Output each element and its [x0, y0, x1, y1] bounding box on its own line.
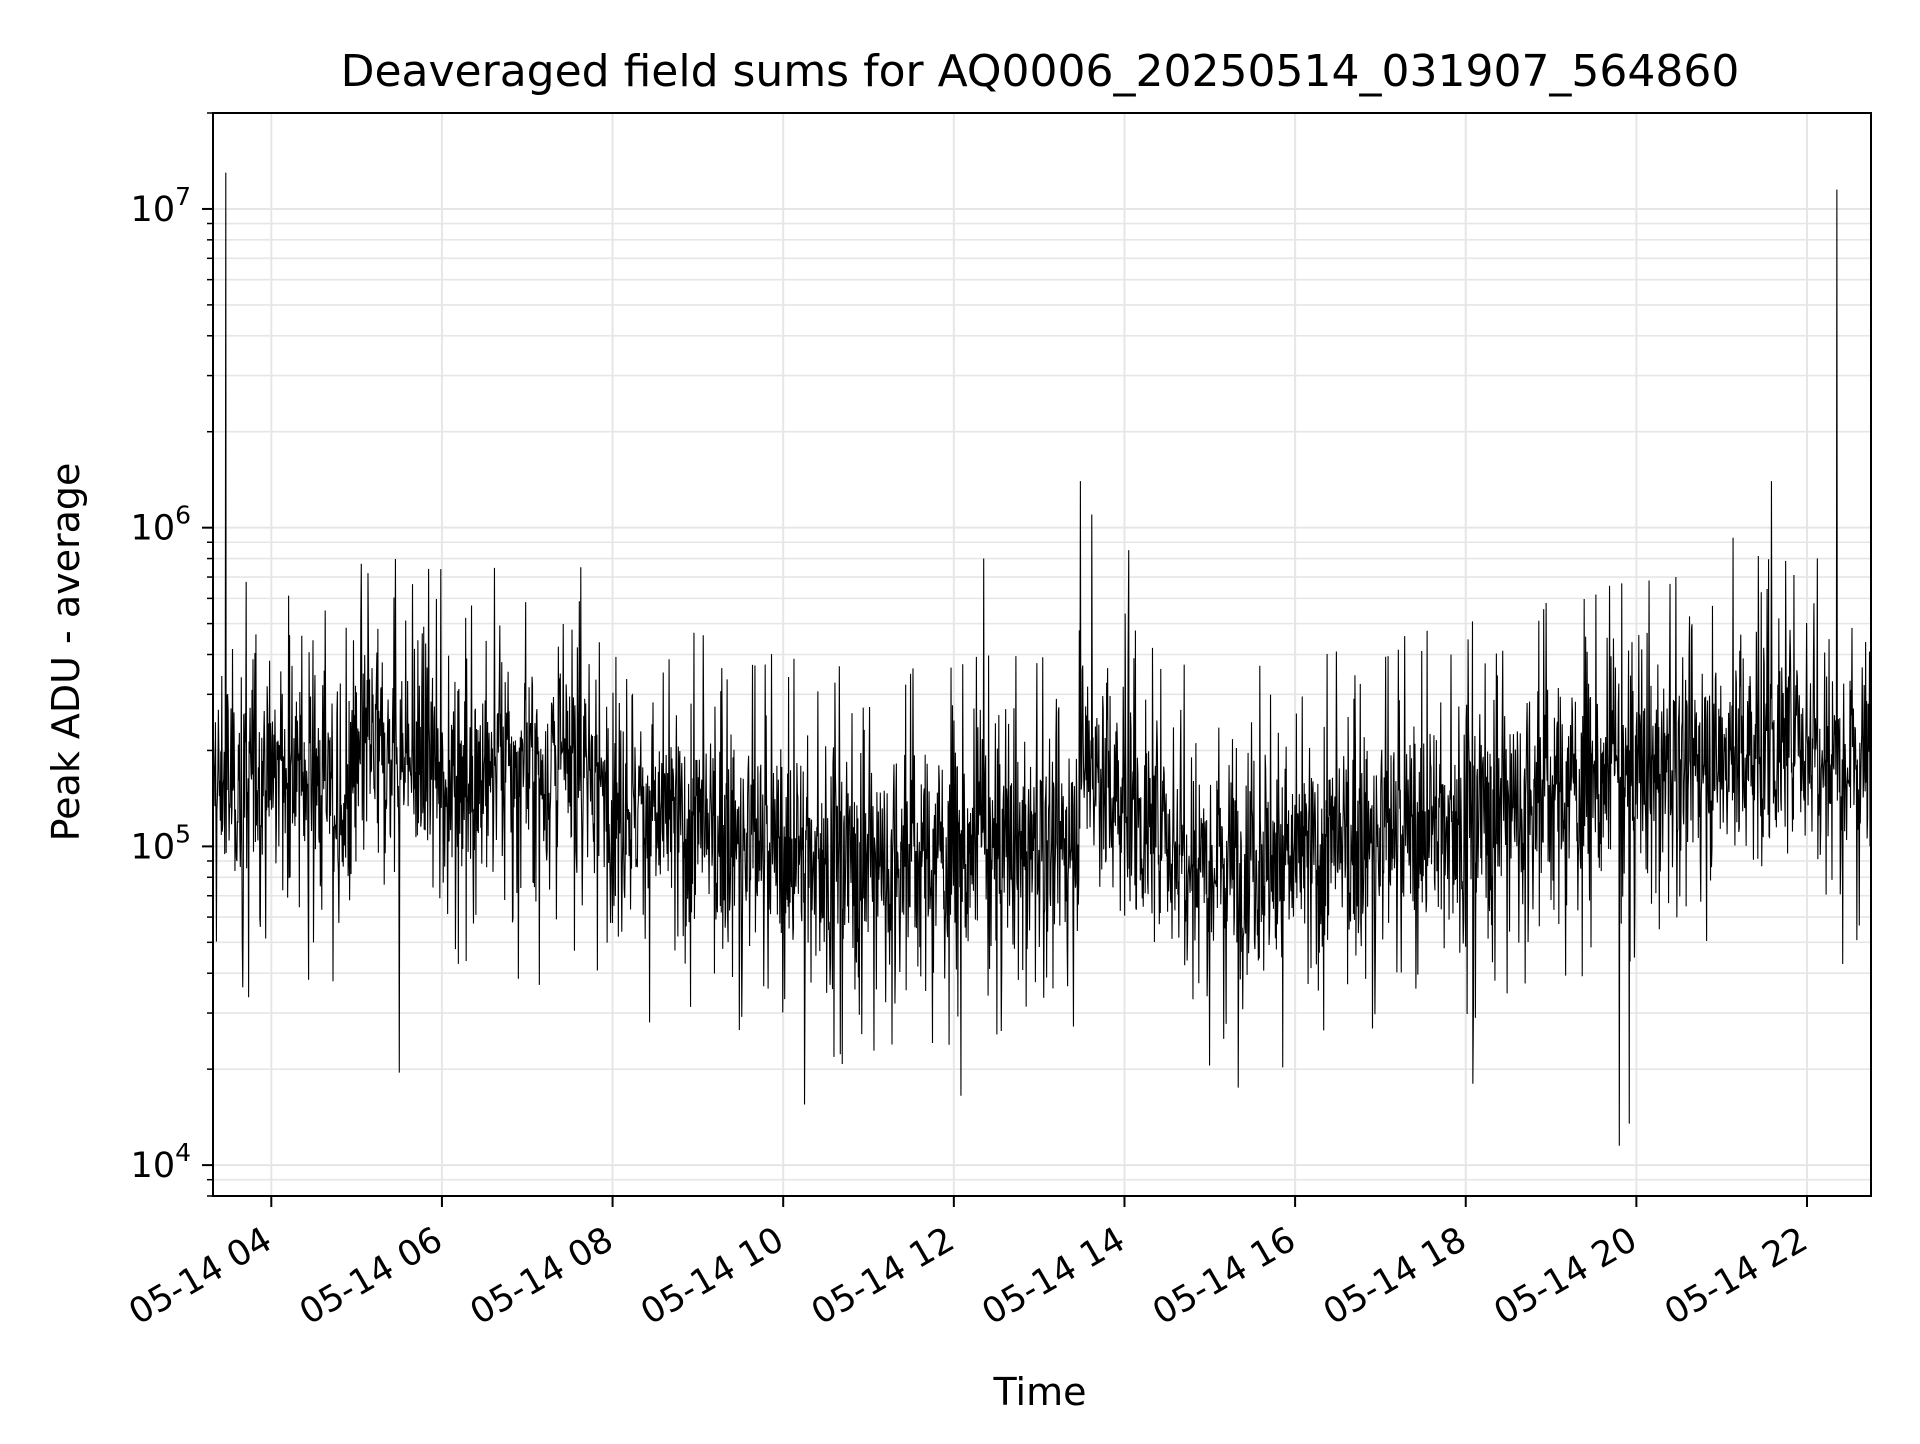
y-tick-label: 107	[131, 182, 191, 230]
series-line	[213, 172, 1871, 1146]
y-tick-label: 105	[131, 819, 191, 867]
y-tick-label: 104	[131, 1138, 191, 1186]
x-axis-label: Time	[993, 1370, 1087, 1414]
y-axis: 104 105 106 107	[131, 112, 213, 1197]
y-axis-label: Peak ADU - average	[44, 463, 88, 842]
series-path	[213, 172, 1871, 1146]
chart-title: Deaveraged field sums for AQ0006_2025051…	[341, 46, 1740, 97]
y-tick-label: 106	[131, 501, 191, 549]
